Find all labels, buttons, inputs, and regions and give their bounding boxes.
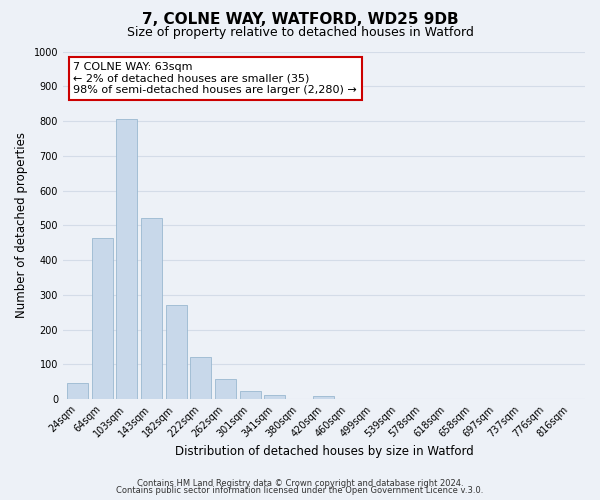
Text: Contains public sector information licensed under the Open Government Licence v.: Contains public sector information licen… — [116, 486, 484, 495]
Text: Size of property relative to detached houses in Watford: Size of property relative to detached ho… — [127, 26, 473, 39]
Bar — [313, 396, 334, 399]
Bar — [166, 304, 187, 399]
Text: Contains HM Land Registry data © Crown copyright and database right 2024.: Contains HM Land Registry data © Crown c… — [137, 478, 463, 488]
Bar — [215, 380, 236, 399]
Bar — [67, 382, 88, 399]
Bar — [116, 120, 137, 399]
Bar — [239, 392, 260, 399]
Bar — [190, 356, 211, 399]
Text: 7 COLNE WAY: 63sqm
← 2% of detached houses are smaller (35)
98% of semi-detached: 7 COLNE WAY: 63sqm ← 2% of detached hous… — [73, 62, 357, 95]
Y-axis label: Number of detached properties: Number of detached properties — [15, 132, 28, 318]
Bar — [141, 218, 162, 399]
X-axis label: Distribution of detached houses by size in Watford: Distribution of detached houses by size … — [175, 444, 473, 458]
Bar — [92, 238, 113, 399]
Text: 7, COLNE WAY, WATFORD, WD25 9DB: 7, COLNE WAY, WATFORD, WD25 9DB — [142, 12, 458, 28]
Bar — [264, 395, 285, 399]
